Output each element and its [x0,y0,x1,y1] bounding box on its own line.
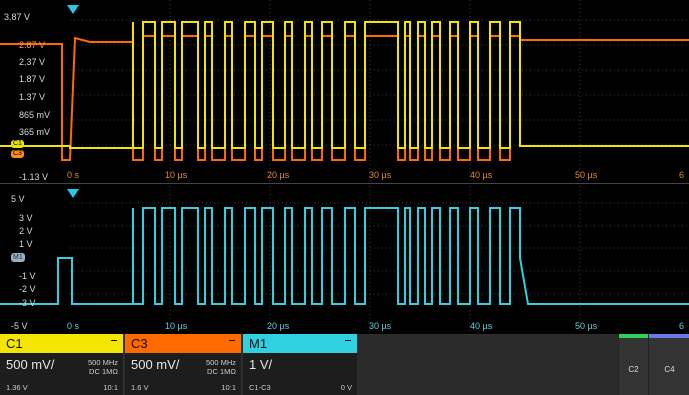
c3-ground-marker[interactable]: C3 [11,150,24,158]
x-label: 40 µs [470,321,493,331]
x-label: 20 µs [267,170,290,180]
c4-button-label: C4 [664,365,675,374]
c3-vdiv: 500 mV/ [131,357,180,372]
y-label: -1.13 V [19,172,49,182]
c3-offset: 1.6 V [131,383,149,392]
y-label: -1 V [19,271,36,281]
c3-badge[interactable]: C3 500 mV/ 500 MHz DC 1MΩ 1.6 V 10:1 [125,334,242,395]
c1-badge[interactable]: C1 500 mV/ 500 MHz DC 1MΩ 1.36 V 10:1 [0,334,124,395]
c2-button-label: C2 [628,365,639,374]
y-label: 2 V [19,226,33,236]
m1-waveform [0,207,689,305]
waveform-plot-bottom [0,186,689,334]
y-label: 3.87 V [4,12,31,22]
y-label: 1 V [19,239,33,249]
m1-ground-marker[interactable]: M1 [11,253,25,262]
y-label: 1.87 V [19,74,46,84]
m1-badge-title: M1 [249,336,268,351]
y-label: 1.37 V [19,92,46,102]
y-label: 3 V [19,213,33,223]
x-label: 0 s [67,170,80,180]
c2-button[interactable]: C2 [618,334,648,395]
x-label: 10 µs [165,321,188,331]
x-label: 0 s [67,321,80,331]
waveform-pane-bottom[interactable]: 5 V 3 V 2 V 1 V -1 V -2 V -3 V -5 V M1 0… [0,186,689,334]
x-label: 10 µs [165,170,188,180]
y-label: 865 mV [19,110,51,120]
y-label: 2.87 V [19,40,46,50]
waveform-pane-top[interactable]: 3.87 V 2.87 V 2.37 V 1.87 V 1.37 V 865 m… [0,0,689,184]
trigger-position-icon[interactable] [67,5,79,15]
waveform-plot-top [0,0,689,183]
c3-bandwidth: 500 MHz DC 1MΩ [205,358,236,376]
y-label: 365 mV [19,127,51,137]
c3-waveform [0,35,689,161]
m1-badge[interactable]: M1 1 V/ C1-C3 0 V [243,334,357,395]
trigger-position-icon[interactable] [67,189,79,199]
m1-source: C1-C3 [249,383,271,392]
c1-badge-title: C1 [6,336,23,351]
x-label: 6 [679,321,685,331]
y-label: -2 V [19,284,36,294]
c1-waveform [0,21,689,149]
c1-bandwidth: 500 MHz DC 1MΩ [87,358,118,376]
x-label: 50 µs [575,170,598,180]
c1-probe: 10:1 [103,383,118,392]
x-label: 30 µs [369,321,392,331]
y-label: 2.37 V [19,57,46,67]
y-label: -3 V [19,298,36,308]
c3-probe: 10:1 [221,383,236,392]
c3-badge-title: C3 [131,336,148,351]
x-label: 40 µs [470,170,493,180]
x-label: 20 µs [267,321,290,331]
m1-vdiv: 1 V/ [249,357,273,372]
channel-badge-bar: C1 500 mV/ 500 MHz DC 1MΩ 1.36 V 10:1 C3 … [0,334,689,395]
y-label: -5 V [11,321,28,331]
x-label: 50 µs [575,321,598,331]
c1-offset: 1.36 V [6,383,28,392]
y-label: 5 V [11,194,25,204]
x-label: 6 [679,170,685,180]
c4-button[interactable]: C4 [648,334,689,395]
c1-vdiv: 500 mV/ [6,357,55,372]
m1-offset: 0 V [340,383,352,392]
c1-ground-marker[interactable]: C1 [11,140,24,148]
x-label: 30 µs [369,170,392,180]
